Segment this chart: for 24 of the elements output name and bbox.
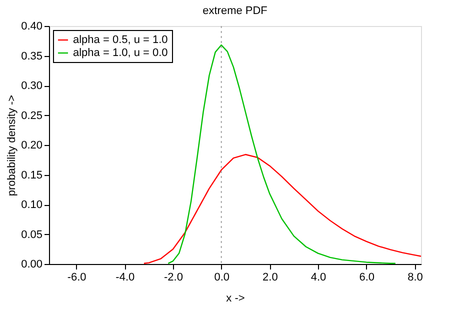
y-tick-label: 0.35 <box>21 50 42 62</box>
x-tick-label: -6.0 <box>67 272 86 284</box>
x-tick-label: 4.0 <box>310 272 326 284</box>
y-tick-label: 0.20 <box>21 140 42 152</box>
y-tick-label: 0.10 <box>21 199 42 211</box>
line-series <box>168 44 396 264</box>
x-tick-label: -4.0 <box>116 272 135 284</box>
x-tick-label: 2.0 <box>262 272 278 284</box>
y-tick-label: 0.30 <box>21 80 42 92</box>
y-axis-title: probability density -> <box>6 94 18 196</box>
y-tick-label: 0.40 <box>21 20 42 32</box>
line-series <box>143 154 421 264</box>
y-tick-label: 0.15 <box>21 169 42 182</box>
x-tick-label: 8.0 <box>408 272 423 284</box>
legend-label: alpha = 1.0, u = 0.0 <box>73 47 168 59</box>
x-tick-label: 6.0 <box>359 272 375 284</box>
y-tick-label: 0.25 <box>21 110 42 122</box>
x-tick-label: 0.0 <box>214 272 230 284</box>
legend-label: alpha = 0.5, u = 1.0 <box>73 34 168 46</box>
chart-title: extreme PDF <box>202 5 268 17</box>
y-tick-label: 0.00 <box>21 258 42 270</box>
x-tick-label: -2.0 <box>164 272 183 284</box>
x-axis-title: x -> <box>226 292 245 304</box>
y-tick-label: 0.05 <box>21 228 42 241</box>
